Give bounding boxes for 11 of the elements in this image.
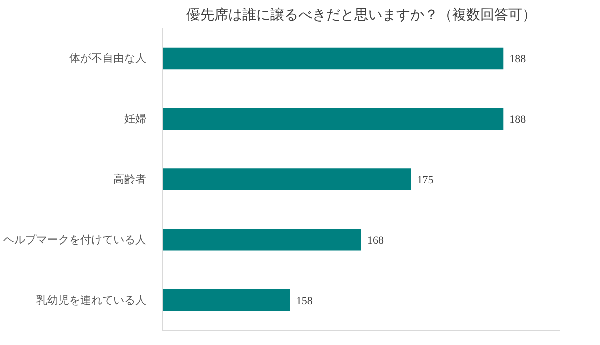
y-tick-label: 体が不自由な人 [70, 52, 146, 66]
y-tick-label: ヘルプマークを付けている人 [4, 233, 146, 246]
y-tick-label: 乳幼児を連れている人 [36, 294, 146, 307]
data-label: 188 [510, 54, 527, 66]
data-label: 188 [510, 114, 527, 126]
y-tick-label: 高齢者 [114, 173, 146, 186]
data-label: 175 [417, 174, 434, 186]
data-label: 158 [296, 295, 314, 308]
chart-title: 優先席は誰に譲るべきだと思いますか？（複数回答可） [186, 8, 536, 24]
data-label: 168 [368, 234, 384, 247]
y-tick-label: 妊婦 [124, 112, 146, 126]
